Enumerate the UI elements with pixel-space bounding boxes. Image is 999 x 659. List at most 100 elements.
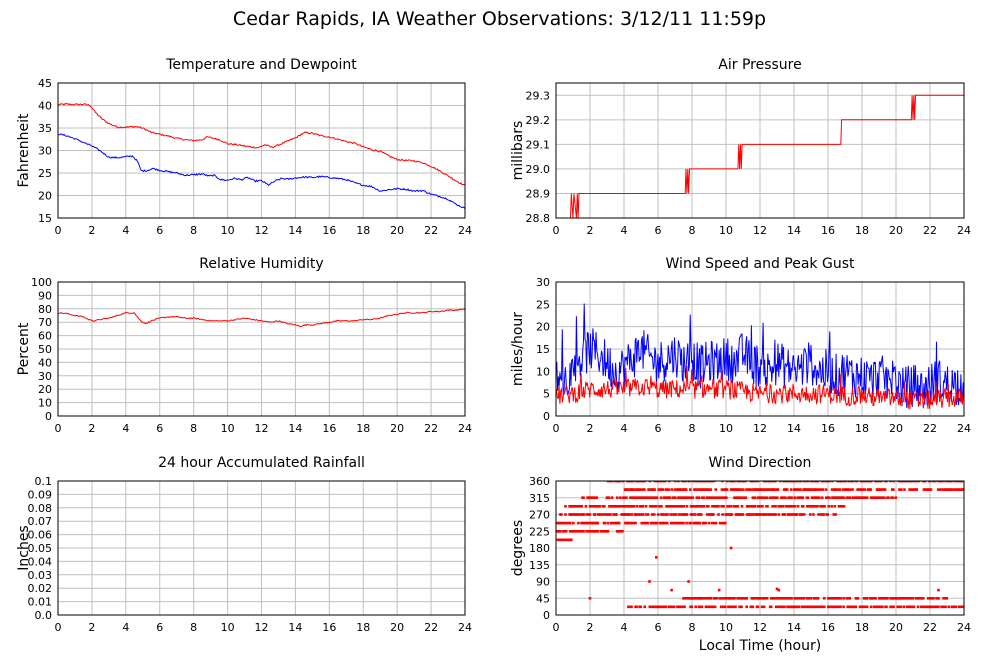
x-tick-label: 0 [553, 224, 560, 237]
direction-point [694, 488, 697, 491]
direction-point [960, 481, 964, 483]
direction-point [663, 513, 666, 516]
direction-point [671, 505, 674, 508]
direction-point [586, 513, 590, 516]
direction-point [630, 513, 634, 516]
direction-point [702, 505, 706, 508]
direction-point [682, 521, 685, 525]
y-tick-label: 45 [536, 592, 550, 605]
direction-point [952, 488, 955, 491]
direction-point [715, 597, 719, 600]
direction-point [795, 513, 799, 516]
direction-point [603, 505, 606, 508]
plot-area [58, 103, 465, 210]
direction-point [777, 605, 780, 609]
direction-point [564, 513, 567, 516]
x-tick-label: 4 [621, 224, 628, 237]
direction-point [635, 605, 638, 609]
direction-point [646, 521, 650, 525]
direction-point [806, 481, 810, 483]
direction-point [706, 605, 710, 609]
plot-area [58, 307, 465, 328]
y-tick-label: 29.3 [526, 89, 551, 102]
direction-point [685, 521, 688, 525]
direction-point [711, 505, 714, 508]
direction-point [790, 488, 793, 491]
direction-point [644, 505, 648, 508]
x-tick-label: 4 [122, 224, 129, 237]
direction-point [569, 521, 572, 525]
direction-point [730, 513, 734, 516]
x-tick-label: 12 [753, 422, 767, 435]
direction-point [819, 488, 823, 491]
direction-point [641, 505, 645, 508]
direction-point [923, 605, 927, 609]
direction-point [752, 481, 756, 483]
direction-point [791, 505, 795, 508]
direction-point [797, 597, 801, 600]
direction-point [670, 488, 674, 491]
y-tick-label: 25 [536, 298, 550, 311]
x-tick-label: 18 [356, 224, 370, 237]
direction-point [648, 605, 652, 609]
x-tick-label: 20 [390, 422, 404, 435]
direction-point [851, 481, 855, 483]
x-tick-label: 18 [356, 422, 370, 435]
direction-point [761, 505, 764, 508]
y-tick-label: 0.04 [28, 555, 53, 568]
direction-point [648, 488, 651, 491]
direction-point [874, 597, 877, 600]
direction-point [847, 481, 850, 483]
direction-point [804, 605, 808, 609]
direction-point [729, 605, 732, 609]
x-tick-label: 0 [55, 621, 62, 634]
direction-point [658, 488, 661, 491]
direction-point [795, 597, 798, 600]
y-tick-label: 25 [38, 167, 52, 180]
direction-point [832, 513, 836, 516]
x-tick-label: 14 [288, 621, 302, 634]
direction-point [935, 605, 938, 609]
direction-point [606, 530, 610, 533]
direction-point [704, 605, 708, 609]
direction-point [941, 481, 944, 483]
direction-point [908, 488, 911, 491]
direction-point [561, 538, 565, 542]
direction-point [762, 605, 766, 609]
direction-point [859, 605, 863, 609]
direction-point [731, 605, 734, 609]
direction-point [751, 496, 755, 499]
direction-point [563, 521, 567, 525]
direction-point [622, 481, 625, 483]
direction-point [740, 505, 744, 508]
x-tick-label: 4 [621, 422, 628, 435]
direction-point [725, 488, 729, 491]
direction-point [685, 513, 689, 516]
direction-point [847, 488, 850, 491]
direction-point [661, 488, 665, 491]
y-tick-label: 0.1 [35, 475, 53, 488]
direction-point [740, 605, 743, 609]
direction-point [761, 496, 765, 499]
direction-point [563, 538, 567, 542]
direction-point [904, 481, 908, 483]
direction-point [881, 605, 884, 609]
y-tick-label: 0.08 [28, 502, 53, 515]
direction-point [652, 496, 656, 499]
direction-point [677, 481, 680, 483]
direction-point [796, 505, 800, 508]
x-tick-label: 8 [190, 621, 197, 634]
direction-point [625, 496, 628, 499]
direction-point [718, 521, 722, 525]
direction-point [782, 597, 785, 600]
direction-point [650, 513, 654, 516]
direction-point [799, 488, 802, 491]
direction-point [725, 496, 728, 499]
direction-point [631, 496, 634, 499]
direction-point [673, 488, 677, 491]
direction-point [813, 597, 817, 600]
direction-point [724, 605, 727, 609]
direction-point [854, 605, 858, 609]
